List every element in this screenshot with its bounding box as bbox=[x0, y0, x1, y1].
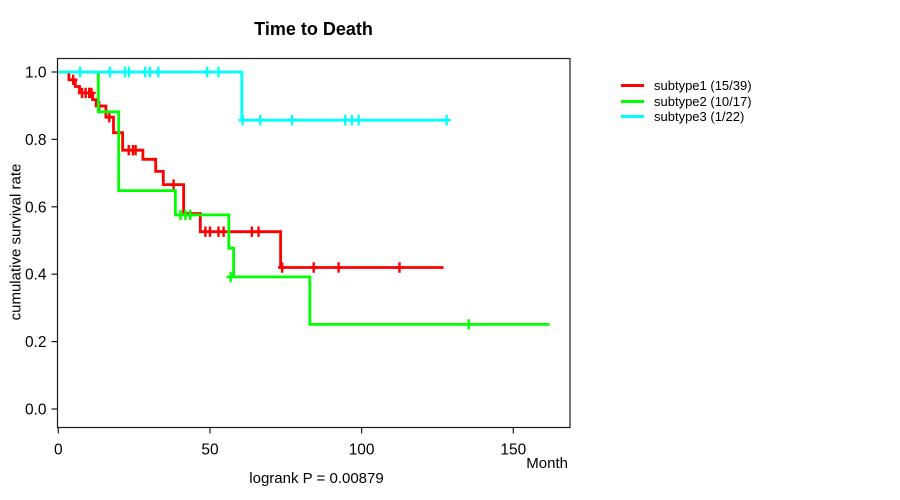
censor-marks-3 bbox=[75, 66, 451, 126]
legend: subtype1 (15/39) subtype2 (10/17) subtyp… bbox=[621, 78, 752, 124]
chart-title: Time to Death bbox=[254, 19, 373, 39]
legend-item-subtype2: subtype2 (10/17) bbox=[621, 93, 752, 109]
survival-curve-1 bbox=[58, 70, 444, 269]
x-tick-label: 100 bbox=[349, 442, 375, 459]
logrank-pvalue-annotation: logrank P = 0.00879 bbox=[249, 470, 384, 487]
legend-item-subtype3: subtype3 (1/22) bbox=[621, 109, 752, 124]
censor-marks-1 bbox=[69, 74, 404, 273]
y-tick-label: 0.6 bbox=[25, 199, 47, 216]
legend-line-subtype2 bbox=[621, 99, 644, 103]
x-tick-label: 150 bbox=[500, 442, 526, 459]
survival-curve-2 bbox=[58, 70, 550, 326]
legend-label-subtype3: subtype3 (1/22) bbox=[654, 108, 745, 124]
x-axis-title: Month bbox=[526, 455, 568, 472]
censor-marks-2 bbox=[176, 209, 473, 330]
y-tick-label: 0.0 bbox=[25, 402, 47, 419]
y-axis-title: cumulative survival rate bbox=[7, 163, 25, 321]
x-tick-label: 0 bbox=[54, 442, 63, 459]
x-tick-label: 50 bbox=[201, 442, 219, 459]
y-tick-label: 0.4 bbox=[25, 267, 47, 284]
legend-line-subtype1 bbox=[621, 84, 644, 88]
legend-label-subtype2: subtype2 (10/17) bbox=[654, 93, 752, 109]
y-tick-label: 0.2 bbox=[25, 334, 47, 351]
plot-box bbox=[56, 57, 571, 429]
y-tick-label: 0.8 bbox=[25, 132, 47, 149]
legend-line-subtype3 bbox=[621, 114, 644, 118]
legend-label-subtype1: subtype1 (15/39) bbox=[654, 78, 752, 94]
legend-item-subtype1: subtype1 (15/39) bbox=[621, 78, 752, 93]
y-tick-label: 1.0 bbox=[25, 65, 47, 82]
